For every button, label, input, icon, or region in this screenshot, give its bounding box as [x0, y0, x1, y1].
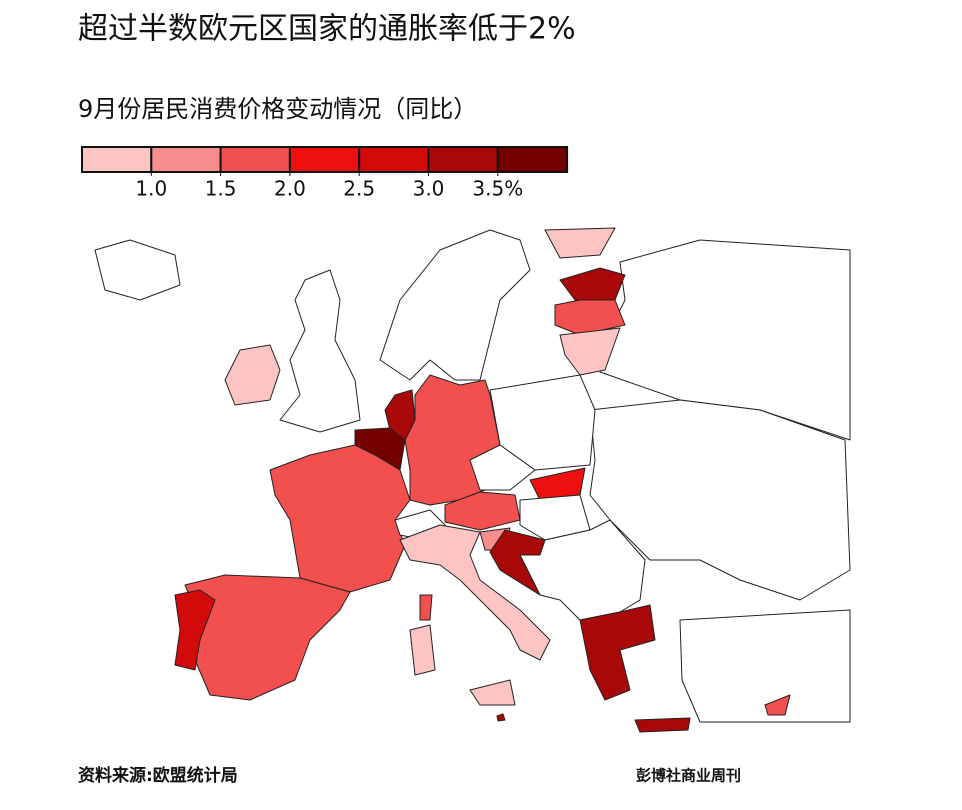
country: [559, 327, 621, 376]
title: 超过半数欧元区国家的通胀率低于2%: [78, 12, 576, 47]
country: [634, 717, 691, 733]
land: [279, 269, 361, 433]
country: [579, 604, 656, 701]
country: [174, 589, 216, 671]
land: [379, 229, 531, 381]
legend: 1.0 1.5 2.0 2.5 3.0 3.5%: [81, 146, 569, 201]
country: [399, 524, 551, 661]
legend-tick-label: 1.5: [205, 177, 237, 201]
legend-tick-label: 3.0: [413, 177, 445, 201]
land: [589, 399, 851, 601]
country: [496, 713, 506, 722]
legend-swatch: [358, 146, 430, 173]
legend-tick-label: 1.0: [135, 177, 167, 201]
source: 资料来源:欧盟统计局: [78, 765, 238, 786]
map: [94, 227, 851, 733]
credit: 彭博社商业周刊: [636, 767, 741, 785]
country: [419, 594, 433, 621]
legend-tick-label: 3.5%: [472, 177, 523, 201]
country: [544, 227, 616, 259]
country: [269, 444, 411, 593]
legend-tick-label: 2.0: [274, 177, 306, 201]
country: [489, 529, 546, 596]
land: [94, 239, 181, 301]
subtitle: 9月份居民消费价格变动情况（同比）: [78, 95, 477, 123]
country: [224, 344, 281, 406]
legend-tick-label: 2.5: [343, 177, 375, 201]
country: [764, 694, 791, 716]
land: [679, 609, 851, 723]
country: [184, 574, 351, 701]
country: [559, 267, 626, 301]
legend-swatch: [150, 146, 222, 173]
land: [469, 444, 536, 491]
legend-swatch: [496, 146, 569, 173]
country: [409, 624, 436, 676]
legend-swatch: [81, 146, 153, 173]
country: [469, 679, 516, 706]
legend-swatch: [288, 146, 361, 173]
country: [554, 299, 626, 336]
legend-swatch: [219, 146, 291, 173]
legend-swatch: [427, 146, 499, 173]
